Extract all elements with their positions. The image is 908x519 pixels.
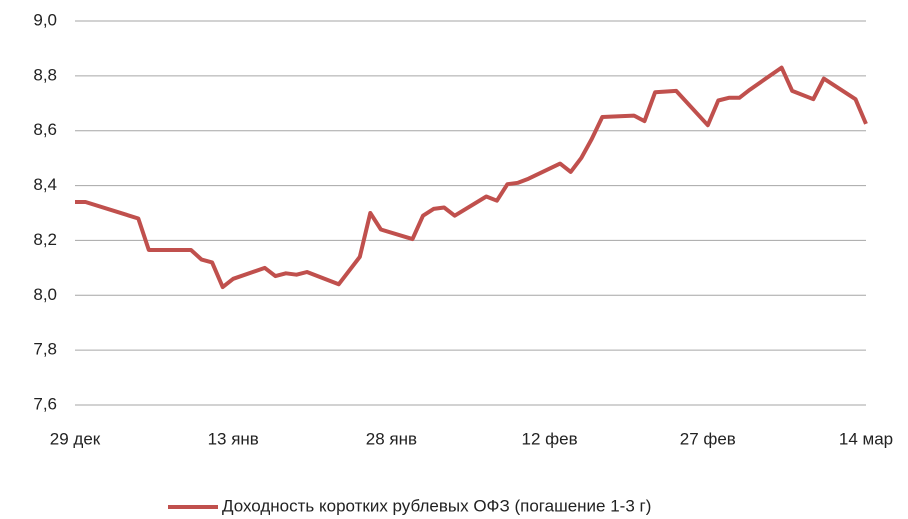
y-tick-label: 8,4	[33, 175, 57, 194]
x-tick-label: 27 фев	[680, 429, 736, 448]
data-line	[75, 65, 868, 290]
y-tick-label: 8,0	[33, 285, 57, 304]
y-tick-label: 8,8	[33, 65, 57, 84]
y-tick-label: 8,6	[33, 120, 57, 139]
x-tick-label: 29 дек	[50, 429, 101, 448]
x-tick-label: 14 мар	[839, 429, 893, 448]
y-tick-label: 7,8	[33, 340, 57, 359]
x-tick-label: 12 фев	[522, 429, 578, 448]
y-tick-label: 8,2	[33, 230, 57, 249]
x-tick-label: 13 янв	[208, 429, 259, 448]
legend-label: Доходность коротких рублевых ОФЗ (погаше…	[222, 496, 651, 515]
x-tick-label: 28 янв	[366, 429, 417, 448]
y-tick-label: 7,6	[33, 394, 57, 413]
y-tick-label: 9,0	[33, 10, 57, 29]
